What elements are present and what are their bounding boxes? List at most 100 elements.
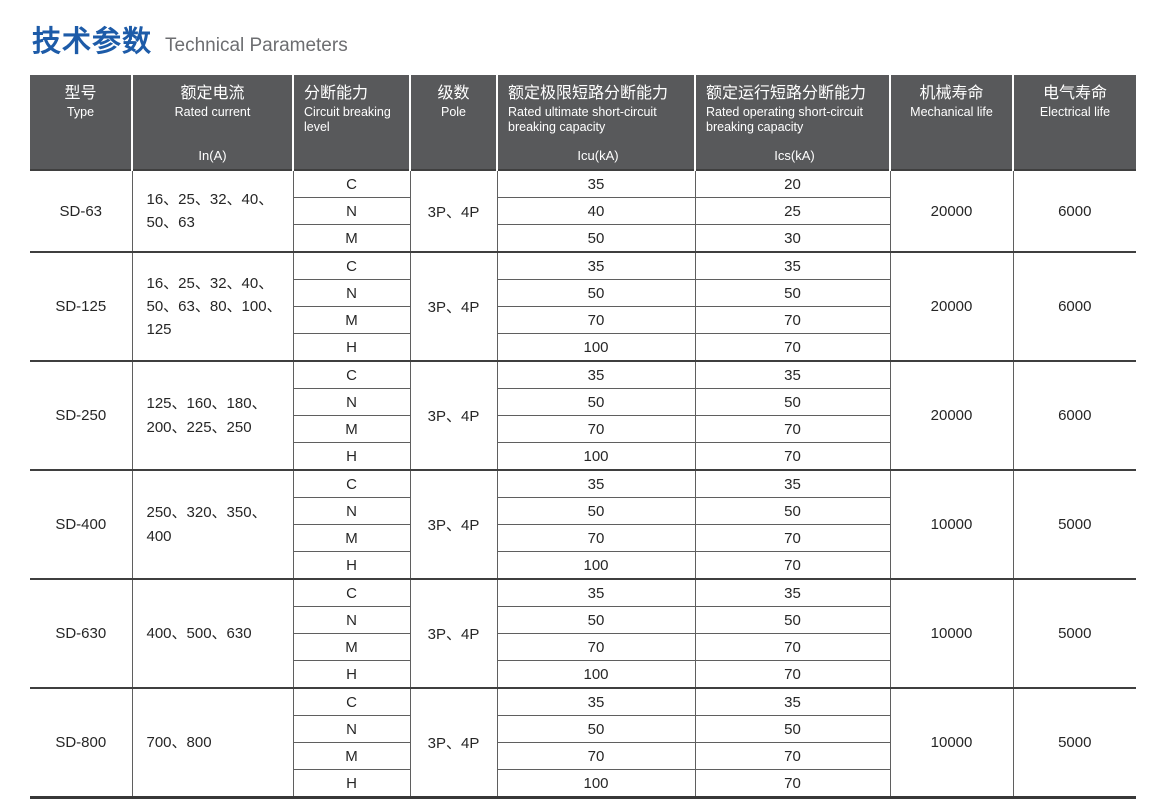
table-row: N 50 50 [30, 715, 1136, 743]
pole-cell: 3P、4P [410, 469, 498, 579]
header-breaking-level-en: Circuit breaking level [304, 105, 391, 135]
breaking-level-cell: M [293, 415, 411, 443]
breaking-level-cell: N [293, 497, 411, 525]
icu-cell: 100 [497, 333, 696, 362]
ics-cell: 35 [695, 469, 891, 498]
icu-cell: 35 [497, 469, 696, 498]
table-header-row: 型号 Type 额定电流 Rated current In(A) 分断能力 [30, 75, 1136, 170]
rated-current-cell: 16、25、32、40、50、63、80、100、125 [132, 251, 294, 361]
header-ics: 额定运行短路分断能力 Rated operating short-circuit… [695, 75, 891, 170]
model-cell: SD-125 [30, 251, 133, 361]
header-rated-current-en: Rated current [174, 105, 251, 120]
ics-cell: 70 [695, 333, 891, 362]
table-row: M 70 70 [30, 306, 1136, 334]
breaking-level-cell: N [293, 606, 411, 634]
icu-cell: 100 [497, 442, 696, 471]
ics-cell: 50 [695, 388, 891, 416]
icu-cell: 35 [497, 687, 696, 716]
model-cell: SD-630 [30, 578, 133, 688]
breaking-level-cell: M [293, 306, 411, 334]
icu-cell: 70 [497, 633, 696, 661]
icu-cell: 100 [497, 551, 696, 580]
header-ics-en: Rated operating short-circuit breaking c… [706, 105, 864, 135]
breaking-level-cell: M [293, 524, 411, 552]
icu-cell: 100 [497, 769, 696, 798]
pole-cell: 3P、4P [410, 169, 498, 252]
model-cell: SD-800 [30, 687, 133, 798]
ics-cell: 70 [695, 415, 891, 443]
header-icu-unit: Icu(kA) [577, 148, 619, 163]
table-row: N 50 50 [30, 279, 1136, 307]
header-pole: 级数 Pole [410, 75, 498, 170]
model-cell: SD-250 [30, 360, 133, 470]
breaking-level-cell: H [293, 442, 411, 471]
header-icu: 额定极限短路分断能力 Rated ultimate short-circuit … [497, 75, 696, 170]
icu-cell: 40 [497, 197, 696, 225]
breaking-level-cell: M [293, 224, 411, 253]
breaking-level-cell: C [293, 169, 411, 198]
table-row: M 70 70 [30, 524, 1136, 552]
table-row: SD-250 125、160、180、200、225、250 C 3P、4P 3… [30, 360, 1136, 470]
ics-cell: 70 [695, 524, 891, 552]
table-row: SD-125 16、25、32、40、50、63、80、100、125 C 3P… [30, 251, 1136, 361]
ics-cell: 35 [695, 360, 891, 389]
header-pole-en: Pole [440, 105, 467, 120]
ics-cell: 35 [695, 251, 891, 280]
table-row: N 50 50 [30, 497, 1136, 525]
table-row: N 40 25 [30, 197, 1136, 225]
header-icu-en: Rated ultimate short-circuit breaking ca… [508, 105, 657, 135]
table-row: SD-630 400、500、630 C 3P、4P 35 35 10000 5… [30, 578, 1136, 688]
mech-life-cell: 20000 [890, 360, 1014, 470]
header-mechanical-life-cn: 机械寿命 [919, 85, 984, 102]
rated-current-cell: 16、25、32、40、50、63 [132, 169, 294, 252]
header-type: 型号 Type [30, 75, 133, 170]
icu-cell: 35 [497, 251, 696, 280]
mech-life-cell: 10000 [890, 469, 1014, 579]
breaking-level-cell: H [293, 660, 411, 689]
model-cell: SD-400 [30, 469, 133, 579]
header-type-en: Type [66, 105, 95, 120]
icu-cell: 100 [497, 660, 696, 689]
header-breaking-level-cn: 分断能力 [304, 85, 369, 102]
mech-life-cell: 20000 [890, 169, 1014, 252]
mech-life-cell: 10000 [890, 578, 1014, 688]
icu-cell: 70 [497, 742, 696, 770]
breaking-level-cell: N [293, 715, 411, 743]
breaking-level-cell: M [293, 633, 411, 661]
header-mechanical-life-en: Mechanical life [910, 105, 993, 120]
header-rated-current-cn: 额定电流 [180, 85, 245, 102]
header-mechanical-life: 机械寿命 Mechanical life [890, 75, 1014, 170]
breaking-level-cell: H [293, 769, 411, 798]
ics-cell: 35 [695, 578, 891, 607]
ics-cell: 70 [695, 633, 891, 661]
page-title-en: Technical Parameters [165, 35, 348, 56]
header-rated-current: 额定电流 Rated current In(A) [132, 75, 294, 170]
table-row: M 70 70 [30, 742, 1136, 770]
breaking-level-cell: M [293, 742, 411, 770]
table-row: M 70 70 [30, 415, 1136, 443]
header-ics-unit: Ics(kA) [774, 148, 815, 163]
pole-cell: 3P、4P [410, 687, 498, 798]
ics-cell: 50 [695, 497, 891, 525]
header-icu-cn: 额定极限短路分断能力 [508, 85, 669, 102]
mech-life-cell: 20000 [890, 251, 1014, 361]
icu-cell: 50 [497, 606, 696, 634]
breaking-level-cell: N [293, 197, 411, 225]
icu-cell: 35 [497, 360, 696, 389]
pole-cell: 3P、4P [410, 251, 498, 361]
rated-current-cell: 700、800 [132, 687, 294, 798]
ics-cell: 30 [695, 224, 891, 253]
header-rated-current-unit: In(A) [198, 148, 227, 163]
table-row: N 50 50 [30, 606, 1136, 634]
breaking-level-cell: C [293, 469, 411, 498]
icu-cell: 70 [497, 415, 696, 443]
icu-cell: 50 [497, 715, 696, 743]
breaking-level-cell: C [293, 687, 411, 716]
header-ics-cn: 额定运行短路分断能力 [706, 85, 867, 102]
table-row: H 100 70 [30, 551, 1136, 580]
elec-life-cell: 6000 [1013, 169, 1136, 252]
table-row: H 100 70 [30, 769, 1136, 798]
table-row: SD-400 250、320、350、400 C 3P、4P 35 35 100… [30, 469, 1136, 579]
table-row: M 70 70 [30, 633, 1136, 661]
